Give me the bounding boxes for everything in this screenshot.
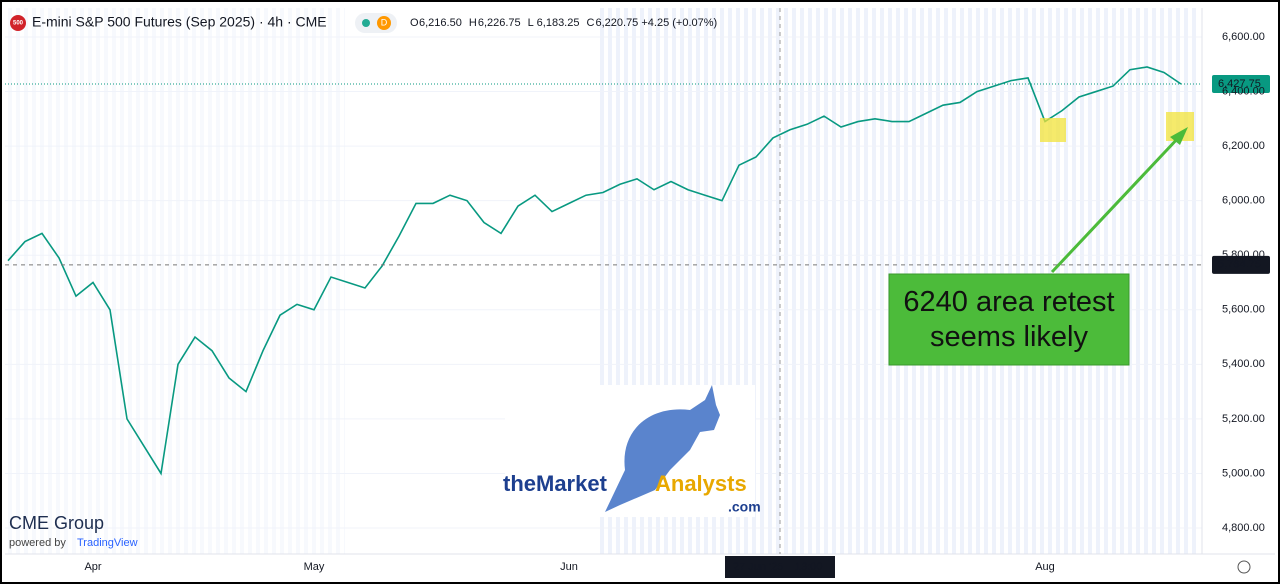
symbol-title[interactable]: E-mini S&P 500 Futures (Sep 2025) · 4h ·… — [32, 14, 327, 30]
ohlc-key: O — [410, 17, 419, 29]
ohlc-value: 6,226.75 — [478, 17, 521, 29]
y-tick-label: 5,400.00 — [1222, 358, 1265, 370]
settings-icon[interactable] — [1237, 560, 1251, 574]
annotation-text: 6240 area retest seems likely — [903, 285, 1115, 353]
y-tick-label: 5,000.00 — [1222, 467, 1265, 479]
price-line — [7, 66, 1182, 476]
watermark-domain: .com — [728, 499, 761, 515]
x-tick-label: Aug — [1035, 561, 1055, 573]
crosshair-time-tag — [725, 556, 835, 578]
overlay: 6,427.75 5,764.75 27 Jun '25 13:00 — [5, 8, 1270, 578]
status-d-text: D — [381, 17, 388, 27]
annotation-holder: 6240 area retest seems likely — [903, 285, 1115, 353]
annotation-box — [888, 273, 1130, 366]
bull-logo — [605, 385, 720, 512]
ohlc-value: 6,220.75 +4.25 (+0.07%) — [595, 17, 717, 29]
crosshair-price-label: 5,764.75 — [1218, 259, 1261, 271]
arrow — [1050, 134, 1182, 274]
x-tick-label: Apr — [84, 561, 101, 573]
crosshair-price-tag — [1212, 255, 1270, 274]
powered-by: powered by — [9, 537, 66, 549]
provider: TradingView — [77, 537, 138, 549]
session-shading — [5, 8, 345, 554]
symbol-icon — [10, 15, 26, 31]
arrow-head — [1170, 127, 1188, 145]
x-tick-label: May — [304, 561, 325, 573]
watermark-brand: theMarket — [503, 471, 608, 496]
ohlc-value: 6,183.25 — [537, 17, 580, 29]
last-price-tag — [1212, 74, 1270, 93]
watermark-brand: Analysts — [655, 471, 747, 496]
ohlc-key: C — [586, 17, 594, 29]
crosshair-clock: 13:00 — [795, 561, 823, 573]
ohlc-legend: O 6,216.50 H 6,226.75 L 6,183.25 C 6,220.75 +4.… — [410, 17, 717, 29]
y-tick-label: 5,600.00 — [1222, 304, 1265, 316]
ohlc-key: L — [528, 17, 534, 29]
y-tick-label: 6,400.00 — [1222, 85, 1265, 97]
status-d — [377, 16, 391, 30]
ohlc-key: H — [469, 17, 477, 29]
crosshair-time: 27 Jun '25 — [733, 561, 783, 573]
y-tick-label: 6,000.00 — [1222, 195, 1265, 207]
status-dot — [362, 19, 370, 27]
y-tick-label: 5,200.00 — [1222, 413, 1265, 425]
plot — [7, 66, 1182, 476]
highlight-box — [1040, 118, 1066, 142]
y-tick-label: 5,800.00 — [1222, 249, 1265, 261]
y-tick-label: 6,200.00 — [1222, 140, 1265, 152]
last-price-label: 6,427.75 — [1218, 78, 1261, 90]
symbol-badge: 500 — [13, 21, 24, 27]
y-tick-label: 6,600.00 — [1222, 31, 1265, 43]
x-tick-label: Jun — [560, 561, 578, 573]
y-tick-label: 4,800.00 — [1222, 522, 1265, 534]
ohlc-value: 6,216.50 — [419, 17, 462, 29]
exchange-logo: CME Group — [9, 513, 104, 533]
